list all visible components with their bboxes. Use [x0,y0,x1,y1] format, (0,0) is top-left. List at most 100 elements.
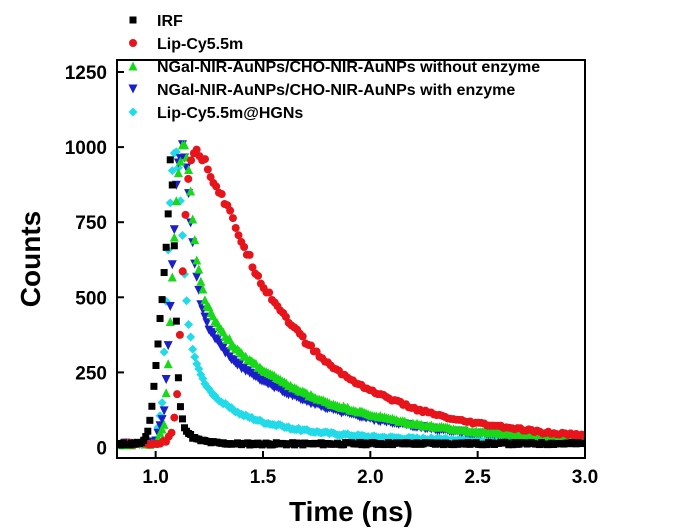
data-point [184,174,193,183]
data-point [167,166,177,176]
data-point [175,156,185,166]
data-point [208,329,218,339]
data-point [265,288,274,297]
data-point [254,271,263,280]
data-point [171,196,181,206]
data-point [188,214,198,224]
plot-frame [116,59,586,459]
legend-label: Lip-Cy5.5m@HGNs [157,105,303,122]
data-point [157,415,167,425]
data-point [181,210,190,219]
data-point [158,296,166,304]
x-tick-label: 2.5 [464,467,491,488]
data-point [170,242,178,250]
y-tick-label: 1250 [65,63,107,84]
legend-label: NGal-NIR-AuNPs/CHO-NIR-AuNPs without enz… [157,59,540,76]
data-point [177,230,187,240]
data-point [159,406,169,416]
y-tick-label: 0 [96,438,107,459]
series-0 [118,156,584,449]
data-point [152,362,160,370]
data-point [175,330,184,339]
data-point [169,232,179,242]
data-point [281,312,290,321]
data-point [203,165,212,174]
legend-label: Lip-Cy5.5m [157,36,243,53]
data-point [142,433,150,441]
legend-item: NGal-NIR-AuNPs/CHO-NIR-AuNPs with enzyme [128,82,515,99]
data-point [174,374,182,382]
series-1 [118,145,584,450]
data-point [198,284,208,294]
data-point [184,319,194,329]
x-axis-title: Time (ns) [289,496,413,527]
data-point [240,242,249,251]
data-point [248,263,257,272]
data-point [202,318,212,328]
data-point [157,398,167,408]
data-point [178,267,187,276]
data-point [165,301,175,311]
data-point [159,419,169,429]
data-point [168,181,176,189]
data-point [173,168,183,178]
data-point [186,332,196,342]
legend-marker [129,39,137,47]
data-point [188,344,198,354]
data-point [146,416,154,424]
data-point [166,156,174,164]
data-point [192,255,202,265]
data-point [167,260,177,270]
data-point [167,272,177,282]
data-point [154,340,162,348]
data-point [169,225,179,235]
data-point [234,231,243,240]
x-tick-label: 1.0 [142,467,168,488]
data-point [228,214,237,223]
y-tick-label: 750 [75,213,107,234]
data-point [150,382,158,390]
legend-item: IRF [129,13,183,30]
data-point [192,272,202,282]
data-point [148,402,156,410]
data-point [164,210,172,218]
y-axis-title: Counts [15,211,46,307]
legend: IRF Lip-Cy5.5m NGal-NIR-AuNPs/CHO-NIR-AuNP… [128,13,540,122]
y-tick-label: 500 [75,288,107,309]
data-point [181,424,189,432]
data-point [190,235,200,245]
legend-item: Lip-Cy5.5m@HGNs [128,105,303,122]
axes: 1.0 1.5 2.0 2.5 3.0 0 250 500 750 1000 1250 [65,59,598,488]
data-point [580,431,584,440]
data-point [140,436,148,444]
data-point [201,155,210,164]
x-tick-label: 2.0 [357,467,383,488]
data-point [298,332,307,341]
data-point [190,352,200,362]
data-point [194,264,204,274]
data-point [157,424,167,434]
series-2 [118,140,584,450]
legend-item: NGal-NIR-AuNPs/CHO-NIR-AuNPs without enz… [128,59,540,76]
legend-item: Lip-Cy5.5m [129,36,243,53]
legend-marker [129,16,137,24]
data-point [200,312,210,322]
y-tick-label: 250 [75,363,107,384]
data-point [170,413,179,422]
data-point [226,206,235,215]
data-point [224,333,234,343]
data-point [184,164,194,174]
data-point [186,186,196,196]
data-point [144,427,152,435]
data-point [178,415,186,423]
data-point [182,296,192,306]
data-point [187,156,196,165]
data-point [180,140,190,150]
data-point [200,295,210,305]
data-point [173,390,182,399]
data-point [162,243,170,251]
legend-label: IRF [157,13,183,30]
data-point [161,375,171,385]
data-point [194,285,204,295]
data-point [231,223,240,232]
